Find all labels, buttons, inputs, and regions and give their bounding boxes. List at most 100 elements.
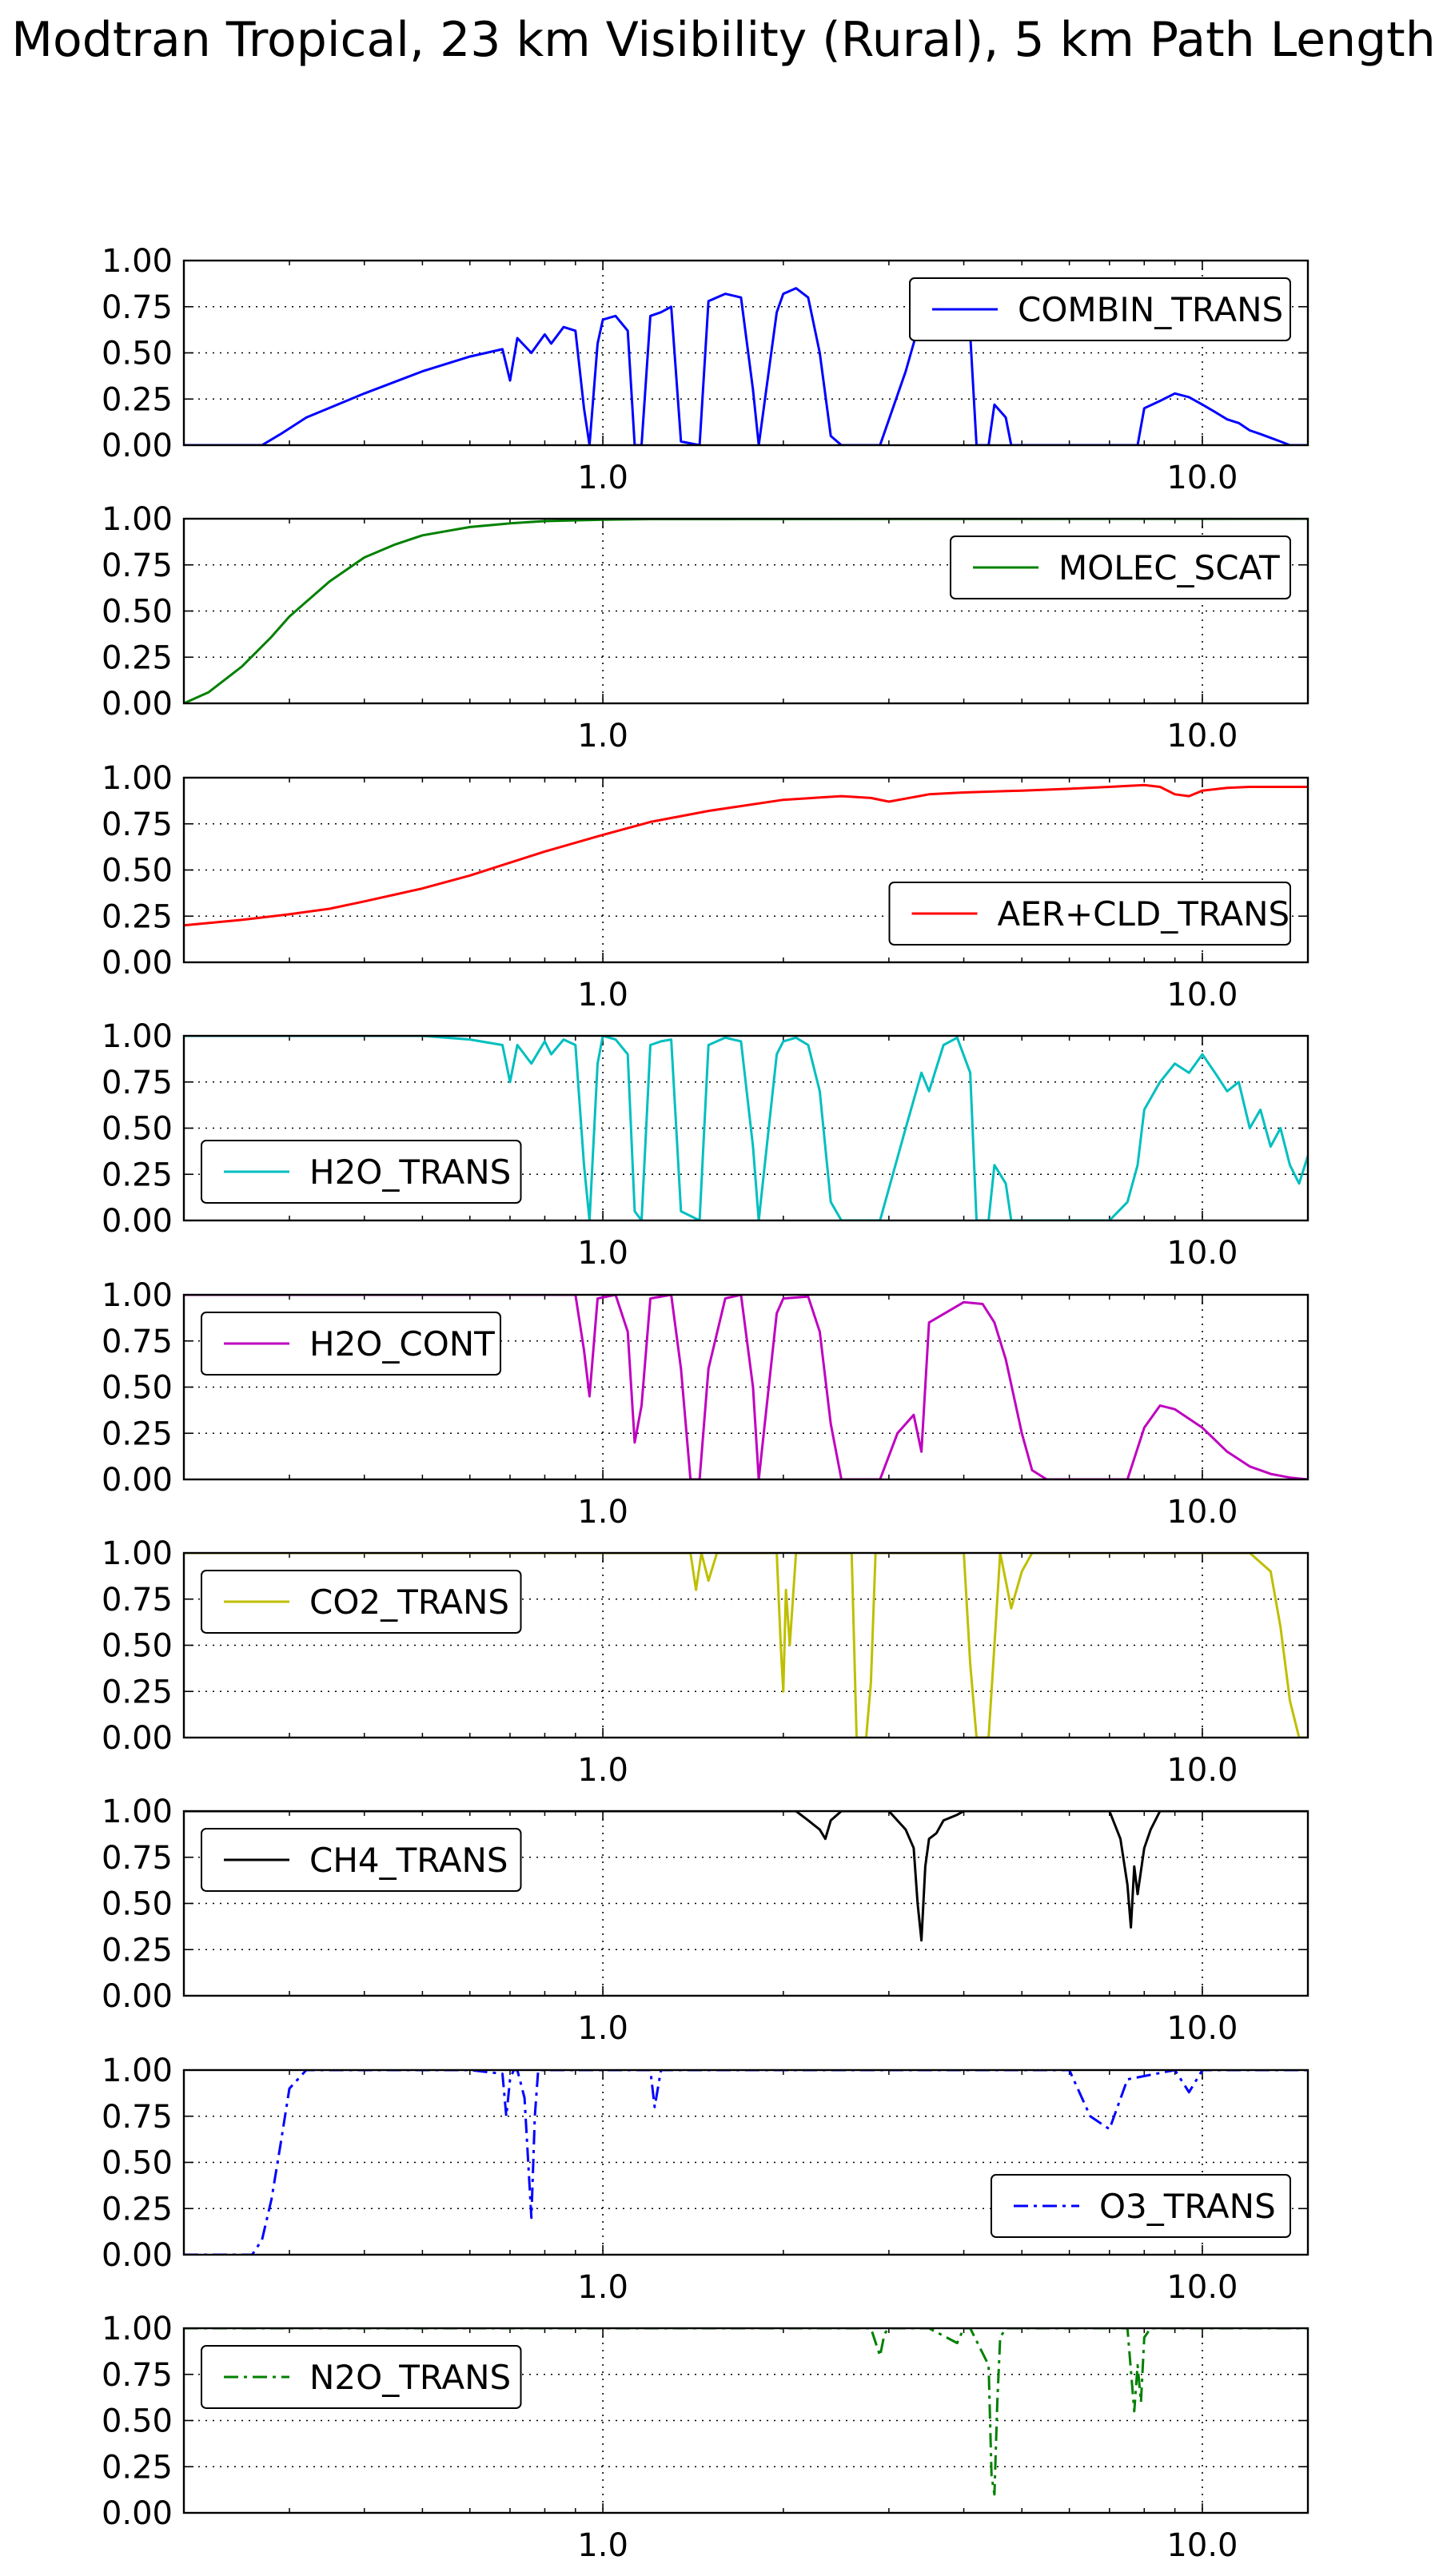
legend-box [201, 1140, 522, 1204]
legend-label: CH4_TRANS [309, 1841, 508, 1880]
y-tick-label: 0.75 [102, 1582, 173, 1618]
y-tick-label: 1.00 [102, 2311, 173, 2347]
y-tick-label: 1.00 [102, 2052, 173, 2089]
y-tick-label: 0.25 [102, 2191, 173, 2228]
legend-box [909, 277, 1291, 341]
y-tick-label: 1.00 [102, 760, 173, 797]
y-tick-label: 1.00 [102, 1277, 173, 1314]
subplot-3: 0.00 0.25 0.50 0.75 1.00 1.0 10.0 AER+CLD_TRANS [102, 760, 1309, 1013]
y-tick-label: 0.75 [102, 2099, 173, 2136]
axes-frame [182, 1551, 1309, 1739]
y-tick-label: 1.00 [102, 243, 173, 280]
y-tick-label: 0.75 [102, 2357, 173, 2394]
y-tick-label: 0.75 [102, 1324, 173, 1360]
legend-box [201, 1312, 501, 1376]
series-line-h2o-trans [184, 1036, 1308, 1220]
y-tick-label: 0.50 [102, 1111, 173, 1148]
y-tick-label: 0.50 [102, 1886, 173, 1923]
legend-box [201, 1828, 522, 1892]
legend-box [991, 2174, 1291, 2238]
axes-frame [182, 1810, 1309, 1997]
subplot-5: 0.00 0.25 0.50 0.75 1.00 1.0 10.0 H2O_CONT [102, 1277, 1309, 1531]
x-tick-label: 1.0 [577, 2269, 628, 2306]
y-tick-label: 1.00 [102, 1535, 173, 1572]
y-tick-label: 0.00 [102, 945, 173, 981]
legend: N2O_TRANS [201, 2345, 522, 2409]
series-line-molec-scat [184, 519, 1308, 703]
legend: H2O_TRANS [201, 1140, 522, 1204]
series-line-ch4-trans [184, 1811, 1308, 1942]
x-tick-label: 1.0 [577, 1494, 628, 1531]
y-tick-label: 0.25 [102, 639, 173, 676]
y-tick-label: 0.50 [102, 336, 173, 372]
axes-frame [182, 776, 1309, 964]
y-tick-label: 0.75 [102, 1065, 173, 1101]
axes-frame [182, 1034, 1309, 1222]
legend-label: MOLEC_SCAT [1058, 548, 1280, 587]
y-tick-label: 0.00 [102, 1462, 173, 1499]
y-tick-label: 1.00 [102, 501, 173, 538]
legend: MOLEC_SCAT [950, 536, 1291, 599]
y-tick-label: 0.25 [102, 1674, 173, 1710]
legend-label: H2O_CONT [309, 1324, 495, 1364]
subplot-4: 0.00 0.25 0.50 0.75 1.00 1.0 10.0 H2O_TRANS [102, 1018, 1309, 1272]
subplots: 0.00 0.25 0.50 0.75 1.00 1.0 10.0 COMBIN_TRANS 0… [102, 243, 1309, 2564]
series-line-o3-trans [184, 2070, 1308, 2255]
legend-label: N2O_TRANS [309, 2358, 511, 2397]
subplot-6: 0.00 0.25 0.50 0.75 1.00 1.0 10.0 CO2_TRANS [102, 1535, 1309, 1789]
y-tick-label: 1.00 [102, 1794, 173, 1830]
y-tick-label: 0.50 [102, 2403, 173, 2440]
series-line-aer-cld-trans [184, 783, 1308, 927]
y-tick-label: 0.00 [102, 1203, 173, 1240]
y-tick-label: 0.00 [102, 2495, 173, 2532]
y-tick-label: 0.00 [102, 686, 173, 723]
legend-label: AER+CLD_TRANS [998, 894, 1290, 934]
x-tick-label: 1.0 [577, 1235, 628, 1272]
legend-box [201, 2345, 522, 2409]
legend-label: H2O_TRANS [309, 1153, 511, 1192]
subplot-2: 0.00 0.25 0.50 0.75 1.00 1.0 10.0 MOLEC_SCAT [102, 501, 1309, 754]
series-line-n2o-trans [184, 2328, 1308, 2496]
axes-frame [182, 1293, 1309, 1481]
x-tick-label: 10.0 [1166, 460, 1238, 496]
x-tick-label: 1.0 [577, 718, 628, 754]
y-tick-label: 0.50 [102, 853, 173, 890]
y-tick-label: 0.00 [102, 1978, 173, 2015]
x-tick-label: 1.0 [577, 2010, 628, 2047]
subplot-8: 0.00 0.25 0.50 0.75 1.00 1.0 10.0 O3_TRANS [102, 2052, 1309, 2306]
y-tick-label: 0.75 [102, 806, 173, 843]
axes-frame [182, 517, 1309, 705]
legend-box [888, 882, 1291, 946]
legend-label: O3_TRANS [1099, 2187, 1276, 2226]
y-tick-label: 0.25 [102, 898, 173, 935]
x-tick-label: 10.0 [1166, 2010, 1238, 2047]
series-line-h2o-cont [184, 1295, 1308, 1479]
legend-box [201, 1570, 522, 1634]
y-tick-label: 0.00 [102, 428, 173, 464]
y-tick-label: 1.00 [102, 1018, 173, 1055]
y-tick-label: 0.25 [102, 1932, 173, 1969]
y-tick-label: 0.50 [102, 1370, 173, 1407]
x-tick-label: 10.0 [1166, 2269, 1238, 2306]
subplot-1: 0.00 0.25 0.50 0.75 1.00 1.0 10.0 COMBIN_TRANS [102, 243, 1309, 496]
x-tick-label: 10.0 [1166, 1235, 1238, 1272]
legend: COMBIN_TRANS [909, 277, 1291, 341]
legend: H2O_CONT [201, 1312, 501, 1376]
figure-title: Modtran Tropical, 23 km Visibility (Rura… [11, 12, 1435, 68]
series-line-combin-trans [184, 287, 1308, 445]
y-tick-label: 0.00 [102, 2237, 173, 2274]
axes-frame [182, 259, 1309, 447]
legend-label: CO2_TRANS [309, 1583, 509, 1622]
y-tick-label: 0.75 [102, 1840, 173, 1877]
x-tick-label: 10.0 [1166, 977, 1238, 1013]
x-tick-label: 1.0 [577, 2527, 628, 2564]
y-tick-label: 0.25 [102, 1415, 173, 1452]
legend-box [950, 536, 1291, 599]
x-tick-label: 1.0 [577, 1752, 628, 1789]
y-tick-label: 0.75 [102, 289, 173, 326]
axes-frame [182, 2327, 1309, 2514]
y-tick-label: 0.75 [102, 547, 173, 584]
x-tick-label: 1.0 [577, 977, 628, 1013]
legend: CH4_TRANS [201, 1828, 522, 1892]
